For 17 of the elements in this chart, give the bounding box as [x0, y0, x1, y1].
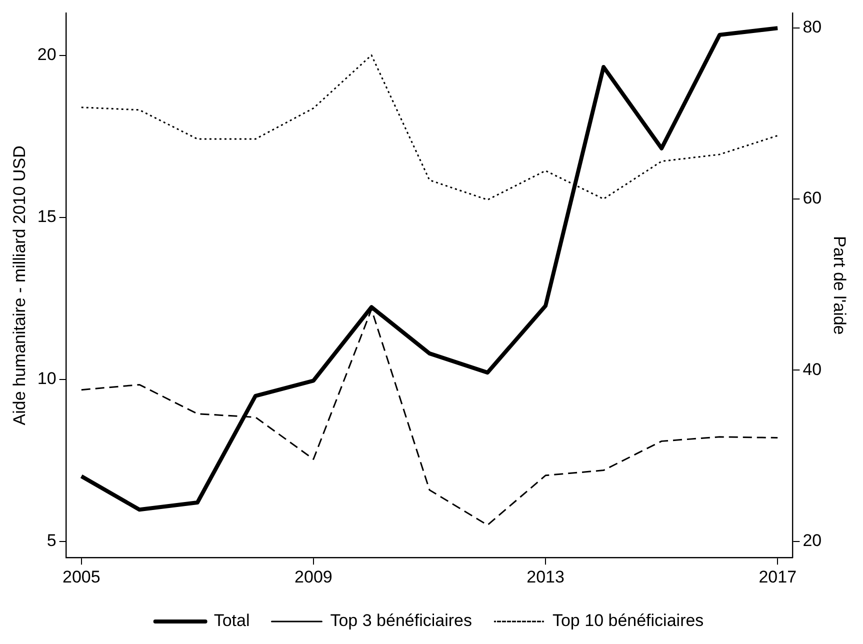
y2-tick-label: 40 — [802, 360, 822, 379]
x-tick-label: 2009 — [294, 567, 332, 586]
y2-tick-label: 80 — [802, 17, 822, 36]
legend-label: Total — [214, 611, 250, 630]
y2-tick-label: 60 — [802, 188, 822, 208]
y-tick-label: 15 — [37, 207, 56, 226]
x-tick-label: 2005 — [62, 567, 100, 586]
y2-tick-label: 20 — [802, 531, 822, 550]
y-tick-label: 10 — [37, 369, 56, 388]
y2-axis-title: Part de l'aide — [830, 236, 850, 335]
y-tick-label: 5 — [46, 531, 56, 550]
x-tick-label: 2017 — [758, 567, 797, 586]
x-tick-label: 2013 — [526, 567, 564, 586]
legend-label: Top 3 bénéficiaires — [330, 611, 472, 630]
legend-label: Top 10 bénéficiaires — [552, 611, 704, 630]
y-tick-label: 20 — [37, 45, 56, 64]
y-axis-title: Aide humanitaire - milliard 2010 USD — [10, 146, 29, 426]
